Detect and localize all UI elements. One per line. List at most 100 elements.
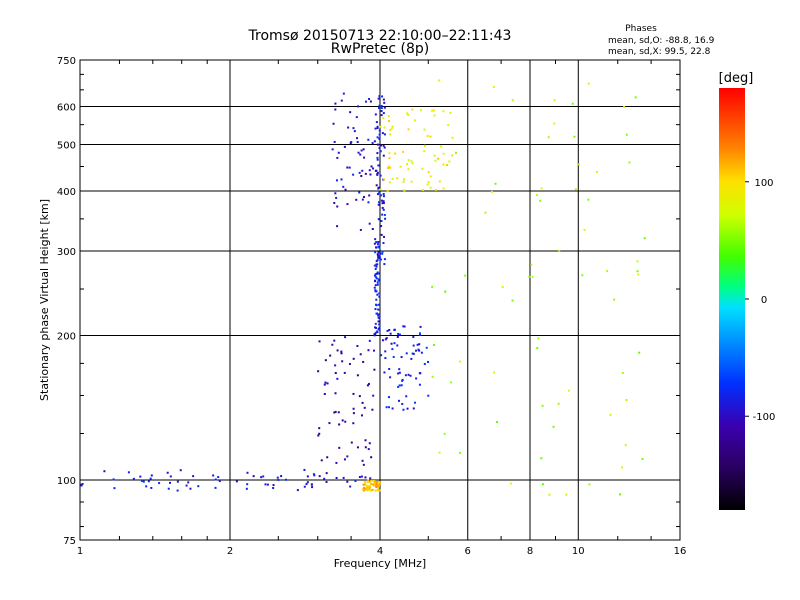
data-point (246, 483, 249, 486)
data-point (377, 272, 380, 275)
chart-title: Tromsø 20150713 22:10:00–22:11:43 (248, 28, 512, 44)
data-point (218, 480, 221, 483)
data-point (376, 312, 379, 315)
data-point (364, 481, 367, 484)
data-point (354, 479, 357, 482)
data-point (334, 102, 337, 105)
data-point (373, 368, 376, 371)
data-point (553, 122, 556, 125)
plot-area: 1 2 4 6 8 10 16 75 100 200 300 400 500 600 750 (57, 56, 686, 557)
data-point (380, 354, 383, 357)
data-point (374, 127, 377, 130)
data-point (376, 254, 379, 257)
data-point (112, 478, 115, 481)
data-point (377, 186, 380, 189)
data-point (388, 367, 391, 370)
data-point (374, 289, 377, 292)
data-point (328, 422, 331, 425)
data-point (613, 298, 616, 301)
data-point (252, 475, 255, 478)
data-point (132, 477, 135, 480)
data-point (245, 487, 248, 490)
colorbar-gradient (719, 88, 745, 510)
data-point (352, 127, 355, 130)
data-point (364, 483, 367, 486)
data-point (342, 92, 345, 95)
data-point (376, 125, 379, 128)
data-point (444, 290, 447, 293)
data-point (365, 100, 368, 103)
data-point (336, 225, 339, 228)
data-point (377, 314, 380, 317)
data-point (372, 480, 375, 483)
data-point (149, 477, 152, 480)
data-point (317, 434, 320, 437)
data-point (636, 270, 639, 273)
data-point (375, 184, 378, 187)
data-point (360, 175, 363, 178)
data-point (423, 150, 426, 153)
data-point (383, 126, 386, 129)
data-point (411, 162, 414, 165)
data-point (367, 485, 370, 488)
data-point (356, 374, 359, 377)
data-point (326, 382, 329, 385)
data-point (378, 191, 381, 194)
data-point (376, 281, 379, 284)
data-point (377, 485, 380, 488)
data-point (547, 136, 550, 139)
data-point (388, 406, 391, 409)
data-point (643, 237, 646, 240)
data-point (158, 482, 161, 485)
data-point (366, 384, 369, 387)
data-point (189, 487, 192, 490)
phases-line-o: mean, sd,O: -88.8, 16.9 (608, 36, 715, 46)
data-point (306, 475, 309, 478)
data-point (169, 475, 172, 478)
data-point (363, 156, 366, 159)
data-point (438, 79, 441, 82)
data-point (492, 85, 495, 88)
data-point (358, 171, 361, 174)
data-point (434, 159, 437, 162)
data-point (577, 163, 580, 166)
data-point (246, 471, 249, 474)
data-point (567, 389, 570, 392)
data-point (388, 133, 391, 136)
data-point (418, 383, 421, 386)
data-point (407, 128, 410, 131)
data-point (369, 488, 372, 491)
data-point (384, 217, 387, 220)
data-point (365, 484, 368, 487)
data-point (383, 213, 386, 216)
y-tick-label: 400 (57, 187, 76, 198)
data-point (433, 114, 436, 117)
data-point (368, 484, 371, 487)
data-point (331, 148, 334, 151)
data-point (377, 251, 380, 254)
x-tick-label: 6 (465, 546, 471, 557)
data-point (103, 470, 106, 473)
data-point (378, 105, 381, 108)
data-point (358, 395, 361, 398)
data-point (625, 399, 628, 402)
data-point (356, 141, 359, 144)
data-point (378, 292, 381, 295)
data-point (403, 189, 406, 192)
data-point (262, 475, 265, 478)
data-point (384, 357, 387, 360)
data-point (375, 169, 378, 172)
data-point (413, 119, 416, 122)
data-point (375, 260, 378, 263)
data-point (382, 242, 385, 245)
data-point (337, 151, 340, 154)
data-point (378, 278, 381, 281)
data-point (325, 472, 328, 475)
data-point (392, 356, 395, 359)
data-point (548, 493, 551, 496)
data-point (376, 171, 379, 174)
data-point (390, 342, 393, 345)
data-point (374, 273, 377, 276)
data-point (429, 175, 432, 178)
data-point (367, 488, 370, 491)
